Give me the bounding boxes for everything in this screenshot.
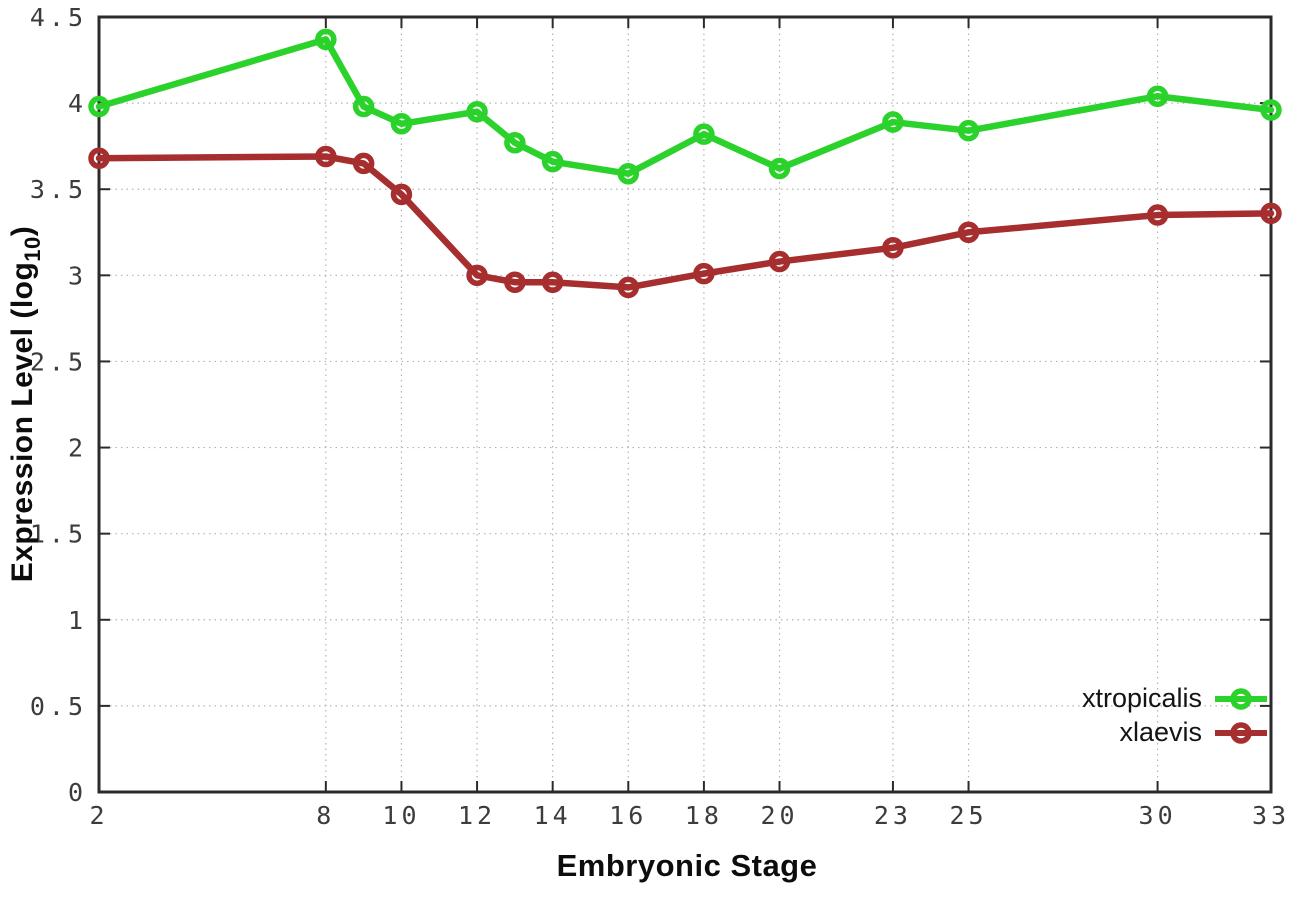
y-tick-label: 4.5: [30, 3, 87, 32]
data-point-xlaevis: [617, 276, 640, 299]
data-point-xtropicalis: [504, 131, 526, 154]
data-point-xtropicalis: [541, 150, 564, 173]
legend-item-xtropicalis: xtropicalis: [1081, 683, 1268, 713]
y-axis-title-text: Expression Level (log: [6, 261, 39, 583]
y-tick-label: 1.5: [30, 520, 87, 549]
data-point-xtropicalis: [957, 119, 980, 142]
x-tick-label: 23: [874, 801, 912, 830]
data-point-xlaevis: [768, 250, 791, 273]
legend-line-marker-icon: [1215, 687, 1267, 710]
y-axis-title-subscript: 10: [20, 236, 45, 262]
y-axis-title-suffix: ): [6, 225, 39, 237]
data-point-xlaevis: [88, 147, 110, 169]
data-point-xtropicalis: [882, 111, 904, 133]
data-point-xtropicalis: [390, 113, 413, 135]
data-point-xtropicalis: [1260, 99, 1282, 121]
x-tick-label: 14: [534, 801, 572, 830]
x-tick-label: 10: [382, 801, 420, 830]
data-point-xtropicalis: [88, 95, 110, 118]
x-tick-label: 12: [458, 801, 496, 830]
x-tick-label: 8: [316, 801, 335, 830]
y-tick-label: 3: [68, 261, 87, 290]
data-point-xtropicalis: [768, 157, 791, 180]
data-point-xlaevis: [1146, 204, 1169, 226]
data-point-xtropicalis: [617, 162, 640, 185]
x-tick-label: 18: [685, 801, 723, 830]
y-tick-label: 1: [68, 606, 87, 635]
y-tick-label: 2: [68, 434, 87, 463]
plot-border: [97, 15, 1273, 794]
x-tick-label: 16: [609, 801, 647, 830]
data-point-xlaevis: [504, 271, 526, 293]
data-point-xtropicalis: [1146, 85, 1169, 107]
y-tick-label: 0: [68, 778, 87, 807]
data-point-xlaevis: [693, 262, 715, 285]
data-point-xtropicalis: [315, 28, 337, 51]
x-tick-label: 33: [1252, 801, 1290, 830]
y-axis-title: Expression Level (log10): [6, 226, 46, 583]
y-tick-label: 4: [68, 89, 87, 118]
data-point-xlaevis: [315, 145, 337, 168]
data-point-xlaevis: [466, 264, 488, 287]
x-tick-label: 30: [1139, 801, 1177, 830]
data-point-xlaevis: [882, 237, 904, 259]
data-point-xtropicalis: [466, 100, 488, 123]
data-point-xtropicalis: [693, 123, 715, 145]
x-tick-label: 2: [89, 801, 108, 830]
data-point-xlaevis: [957, 221, 980, 244]
series-line-xtropicalis: [95, 36, 1275, 177]
legend-line-marker-icon: [1215, 721, 1267, 744]
series-line-xlaevis: [95, 153, 1275, 291]
data-point-xlaevis: [1260, 202, 1282, 225]
y-tick-label: 3.5: [30, 175, 87, 204]
data-point-xlaevis: [390, 183, 413, 206]
data-point-xtropicalis: [352, 95, 375, 118]
legend: xtropicalis xlaevis: [1081, 683, 1268, 747]
x-tick-label: 20: [760, 801, 798, 830]
data-point-xlaevis: [541, 271, 564, 293]
legend-label-xtropicalis: xtropicalis: [1081, 683, 1202, 713]
x-axis-title: Embryonic Stage: [556, 848, 818, 883]
y-tick-label: 2.5: [30, 347, 87, 376]
legend-label-xlaevis: xlaevis: [1119, 717, 1202, 747]
y-tick-label: 0.5: [30, 692, 87, 721]
data-point-xlaevis: [352, 152, 375, 175]
legend-item-xlaevis: xlaevis: [1119, 717, 1268, 747]
x-tick-label: 25: [949, 801, 987, 830]
